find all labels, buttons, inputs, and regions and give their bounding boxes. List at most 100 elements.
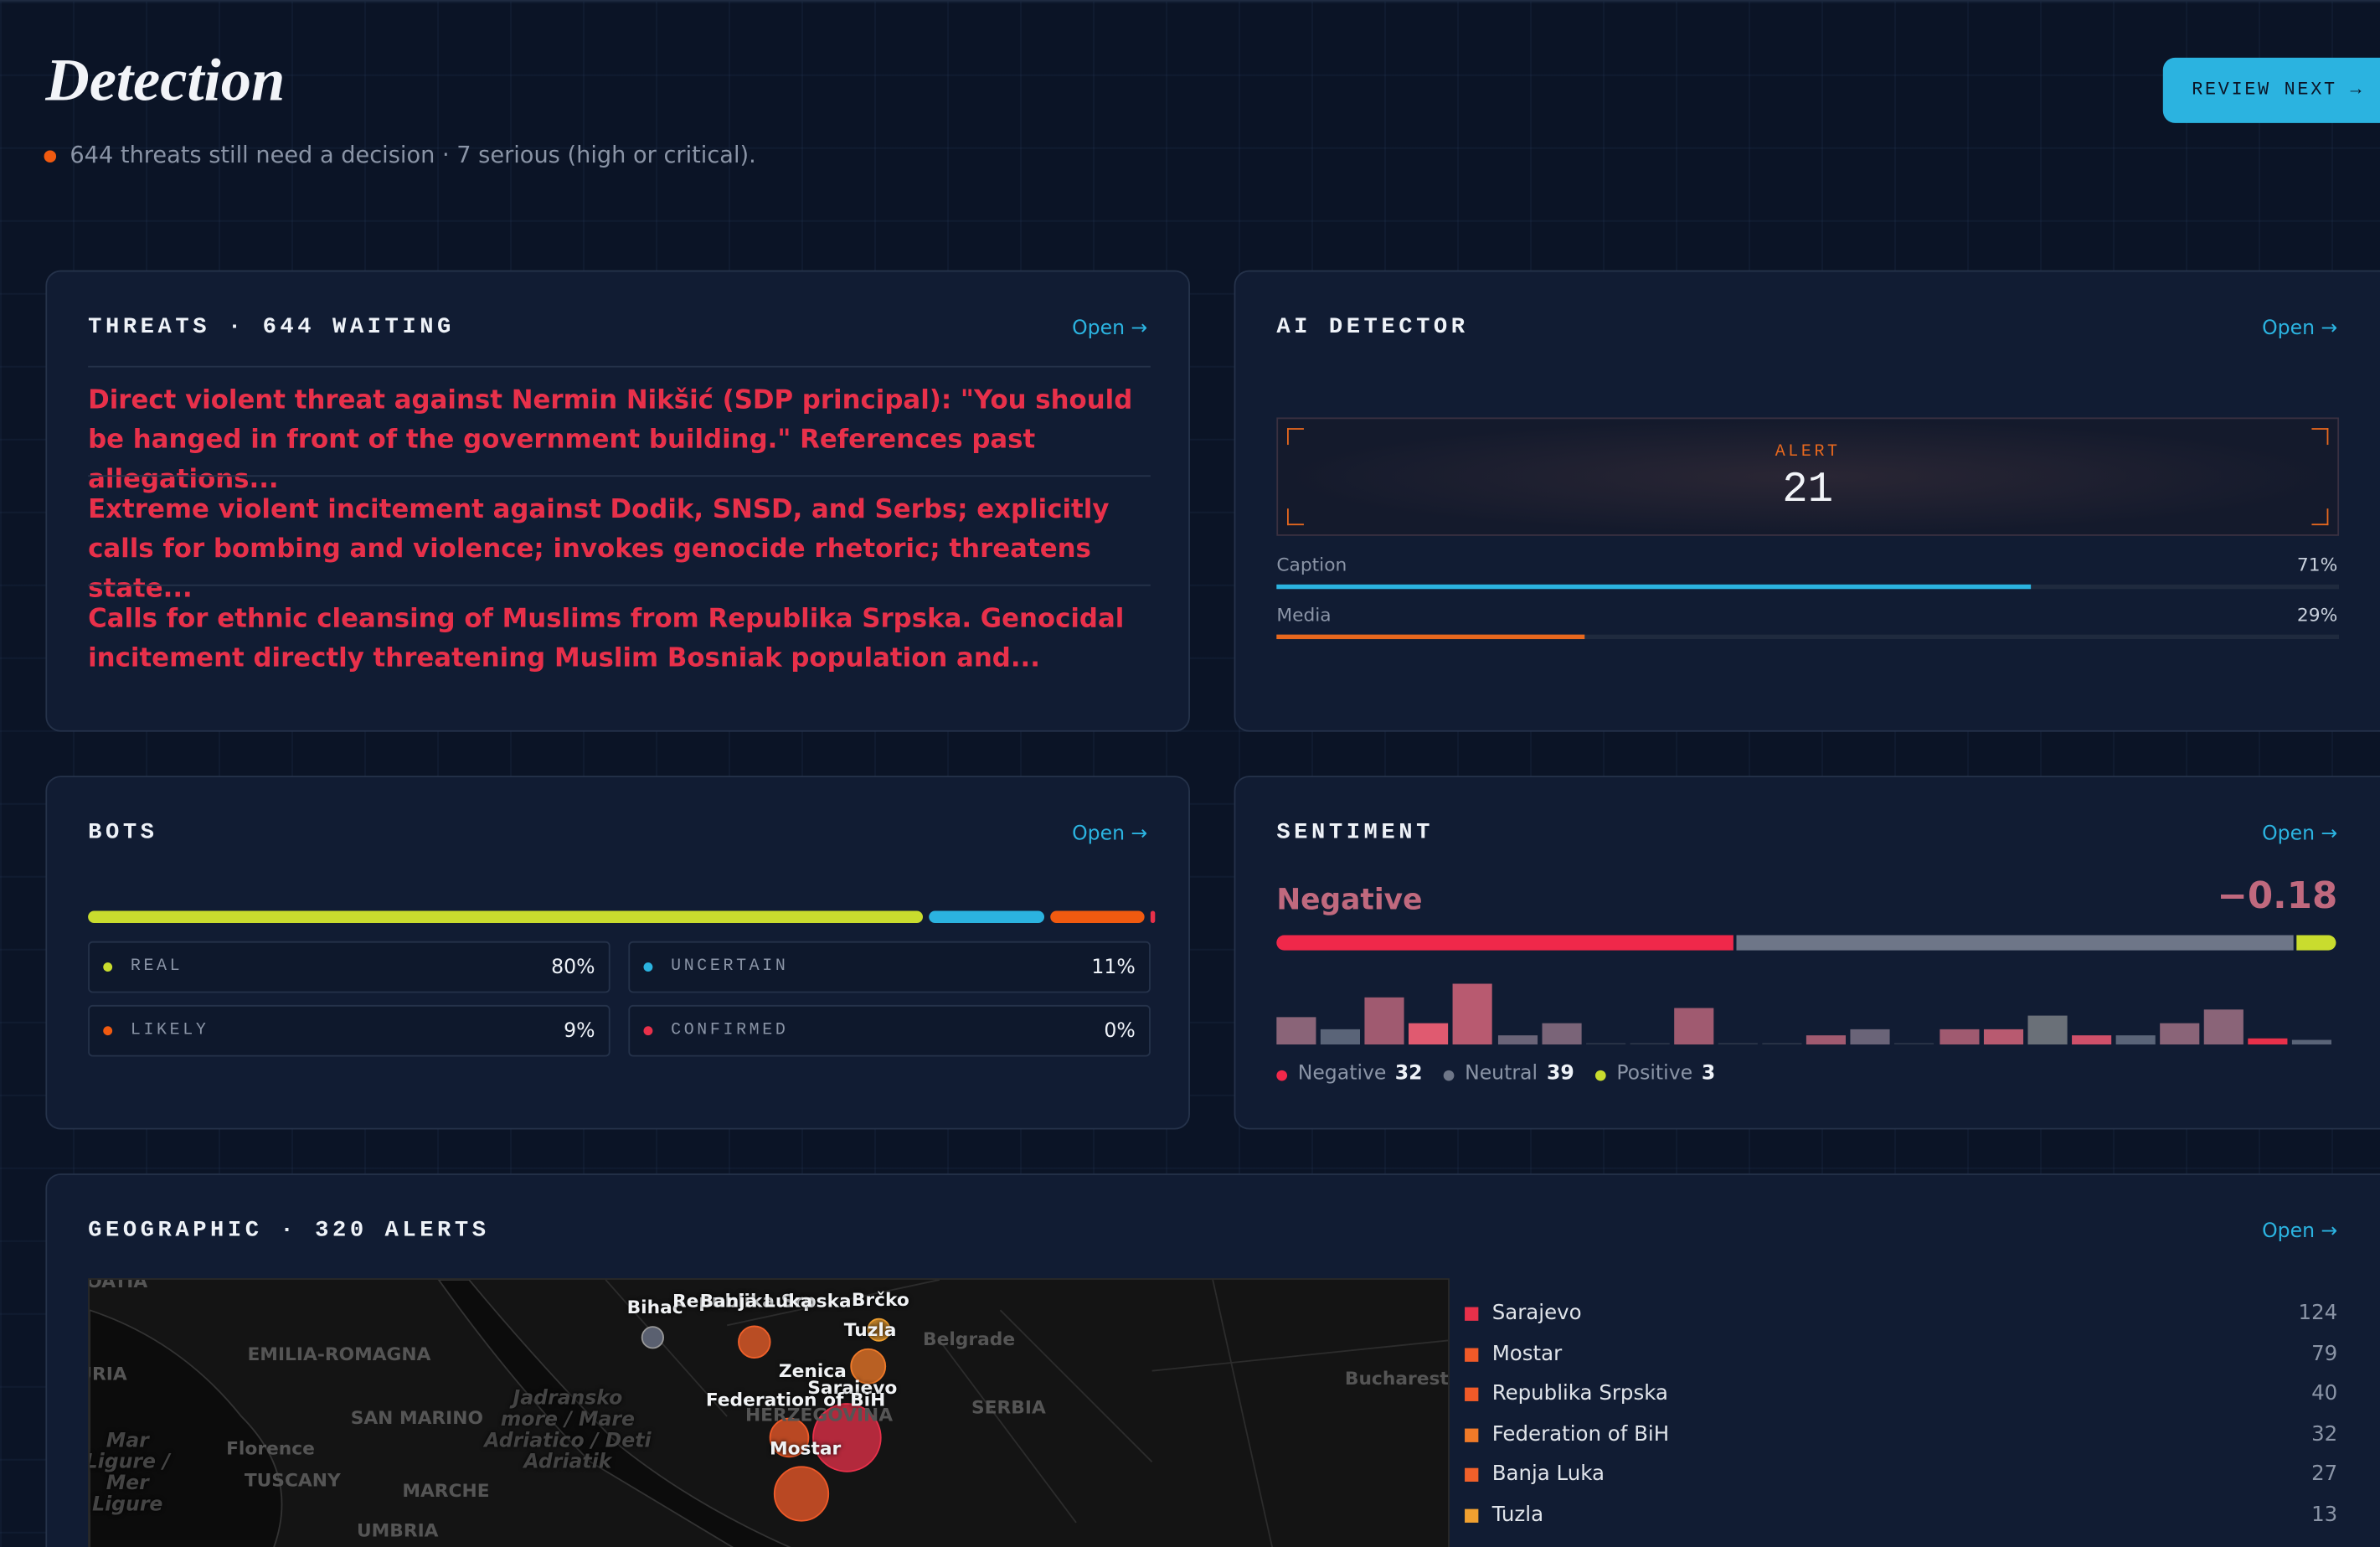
open-link[interactable]: Open → xyxy=(1072,822,1148,846)
map-label: Federation of BiH xyxy=(705,1389,886,1410)
map-marker xyxy=(769,1417,810,1458)
map-label: Mar Ligure / Mer Ligure xyxy=(88,1430,170,1517)
histogram-bar xyxy=(2071,1035,2111,1044)
bar-name: Caption xyxy=(1276,554,1347,575)
map-label: Bucharest xyxy=(1344,1368,1449,1390)
open-link[interactable]: Open → xyxy=(2262,822,2338,846)
bot-name: LIKELY xyxy=(130,1021,209,1040)
histogram-bar xyxy=(1894,1043,1934,1044)
histogram-bar xyxy=(1939,1029,1979,1044)
region-count: 27 xyxy=(2311,1462,2338,1487)
map-shapes xyxy=(89,1279,1449,1547)
alert-value: 21 xyxy=(1782,467,1834,515)
legend-dot xyxy=(643,1026,653,1036)
map-label: Zenica xyxy=(778,1360,847,1382)
bot-name: REAL xyxy=(130,957,183,977)
open-link[interactable]: Open → xyxy=(2262,1220,2338,1244)
histogram-bar xyxy=(1453,983,1493,1044)
map-label: Brčko xyxy=(851,1288,909,1311)
map-label: Mostar xyxy=(769,1437,842,1459)
bot-name: CONFIRMED xyxy=(671,1021,789,1040)
histogram-bar xyxy=(1364,997,1404,1044)
threat-item[interactable]: Extreme violent incitement against Dodik… xyxy=(88,494,1110,605)
map-marker xyxy=(867,1318,891,1342)
histogram-bar xyxy=(1762,1043,1802,1044)
map-label: MARCHE xyxy=(402,1480,490,1502)
bot-cell: UNCERTAIN 11% xyxy=(628,941,1151,993)
region-name[interactable]: Sarajevo xyxy=(1491,1301,1582,1326)
histogram-bar xyxy=(1585,1043,1625,1044)
map-marker xyxy=(812,1403,882,1472)
map-label: HERZEGOVINA xyxy=(744,1404,894,1426)
region-name[interactable]: Federation of BiH xyxy=(1491,1421,1670,1446)
region-count: 32 xyxy=(2311,1421,2338,1446)
threat-item[interactable]: Calls for ethnic cleansing of Muslims fr… xyxy=(88,604,1125,674)
sentiment-panel: SENTIMENT Open → Negative −0.18 Negative… xyxy=(1234,776,2380,1130)
histogram-bar xyxy=(1276,1017,1316,1044)
bot-value: 80% xyxy=(551,956,595,980)
sentiment-segment xyxy=(1276,935,1733,951)
threat-item[interactable]: Direct violent threat against Nermin Nik… xyxy=(88,385,1133,495)
histogram-bar xyxy=(2292,1039,2332,1044)
region-name[interactable]: Mostar xyxy=(1491,1341,1563,1366)
bot-cell: CONFIRMED 0% xyxy=(628,1004,1151,1057)
bot-value: 0% xyxy=(1104,1020,1136,1044)
region-name[interactable]: Republika Srpska xyxy=(1491,1381,1668,1406)
map-marker xyxy=(773,1466,830,1522)
separator xyxy=(88,475,1151,477)
panel-title: GEOGRAPHIC · 320 ALERTS xyxy=(88,1217,490,1244)
open-link[interactable]: Open → xyxy=(1072,317,1148,340)
status-dot xyxy=(44,150,57,162)
alert-label: ALERT xyxy=(1775,443,1841,462)
map-label: LIGURIA xyxy=(90,1363,127,1385)
legend-value: 32 xyxy=(1394,1062,1423,1085)
bar-name: Media xyxy=(1276,604,1332,626)
map-label: Belgrade xyxy=(923,1328,1016,1350)
bot-name: UNCERTAIN xyxy=(671,957,789,977)
map-label: CROATIA xyxy=(88,1278,148,1292)
bar-value: 29% xyxy=(2296,604,2338,626)
histogram-bar xyxy=(2115,1035,2156,1044)
bot-segment xyxy=(1050,910,1145,923)
map-marker xyxy=(850,1348,887,1385)
histogram-bar xyxy=(2027,1015,2068,1044)
region-name[interactable]: Tuzla xyxy=(1491,1502,1544,1527)
histogram-bar xyxy=(1497,1035,1538,1044)
region-swatch xyxy=(1465,1307,1479,1321)
histogram-bar xyxy=(2203,1009,2244,1044)
histogram-bar xyxy=(1983,1029,2023,1044)
alert-box: ALERT 21 xyxy=(1276,417,2340,536)
histogram-bar xyxy=(1806,1035,1847,1044)
region-name[interactable]: Banja Luka xyxy=(1491,1462,1605,1487)
region-count: 79 xyxy=(2311,1341,2338,1366)
legend-name: Positive xyxy=(1616,1062,1693,1085)
panel-title: AI DETECTOR xyxy=(1276,314,1469,340)
histogram-bar xyxy=(1321,1029,1361,1044)
legend-value: 3 xyxy=(1701,1062,1716,1085)
region-swatch xyxy=(1465,1508,1479,1523)
region-swatch xyxy=(1465,1347,1479,1361)
bots-panel: BOTS Open → REAL 80% UNCERTAIN 11% LIKELY 9% C… xyxy=(45,776,1190,1130)
map-label: TUSCANY xyxy=(244,1469,341,1491)
region-count: 40 xyxy=(2311,1381,2338,1406)
sentiment-segment xyxy=(1735,935,2293,951)
threats-panel: THREATS · 644 WAITING Open → Direct viol… xyxy=(45,270,1190,732)
legend-name: Neutral xyxy=(1465,1062,1538,1085)
bot-segment xyxy=(1150,910,1156,923)
legend-dot xyxy=(103,962,113,972)
map-marker xyxy=(641,1326,664,1349)
map-label: Bihać xyxy=(626,1296,683,1318)
bot-cell: LIKELY 9% xyxy=(88,1004,610,1057)
region-swatch xyxy=(1465,1467,1479,1482)
bar xyxy=(1276,634,1585,640)
legend-dot xyxy=(1443,1070,1455,1081)
histogram-bar xyxy=(2248,1038,2288,1044)
review-next-button[interactable]: REVIEW NEXT → xyxy=(2162,57,2380,123)
bar xyxy=(1276,584,2032,590)
open-link[interactable]: Open → xyxy=(2262,317,2338,340)
region-swatch xyxy=(1465,1387,1479,1401)
legend-value: 39 xyxy=(1546,1062,1574,1085)
bot-segment xyxy=(88,910,924,923)
